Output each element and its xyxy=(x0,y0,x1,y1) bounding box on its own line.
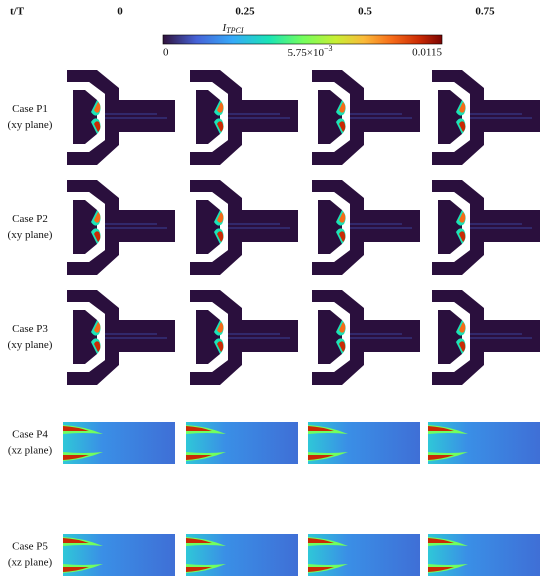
contour-xz xyxy=(63,534,175,576)
contour-xz xyxy=(186,422,298,464)
contour-xy xyxy=(66,289,176,386)
row-label: Case P1 xyxy=(12,103,48,115)
contour-xy xyxy=(189,289,299,386)
contour-xz xyxy=(186,534,298,576)
contour-xy xyxy=(66,69,176,166)
contour-xy xyxy=(311,69,421,166)
row-label: Case P5 xyxy=(12,541,48,553)
contour-xz xyxy=(63,422,175,464)
column-header: 0 xyxy=(117,6,123,18)
contour-xy xyxy=(66,179,176,276)
column-header: 0.5 xyxy=(358,6,372,18)
contour-xy xyxy=(431,179,541,276)
contour-xy xyxy=(311,289,421,386)
row-label: (xy plane) xyxy=(8,119,53,131)
row-label: (xz plane) xyxy=(8,557,53,569)
column-header: 0.25 xyxy=(235,6,255,18)
colorbar-label: 5.75×10−3 xyxy=(288,44,333,59)
contour-xz xyxy=(428,422,540,464)
colorbar-label: 0 xyxy=(163,47,169,59)
row-label: Case P2 xyxy=(12,213,48,225)
row-label: (xy plane) xyxy=(8,339,53,351)
column-header: 0.75 xyxy=(475,6,495,18)
colorbar-label: 0.0115 xyxy=(412,47,442,59)
colorbar xyxy=(162,34,443,45)
header-label: t/T xyxy=(10,6,25,18)
contour-xy xyxy=(311,179,421,276)
contour-xz xyxy=(308,534,420,576)
contour-xy xyxy=(189,69,299,166)
contour-xz xyxy=(308,422,420,464)
contour-xy xyxy=(431,289,541,386)
colorbar-title: ITPCI xyxy=(221,22,243,35)
row-label: (xz plane) xyxy=(8,445,53,457)
contour-xy xyxy=(431,69,541,166)
contour-xz xyxy=(428,534,540,576)
row-label: (xy plane) xyxy=(8,229,53,241)
row-label: Case P3 xyxy=(12,323,48,335)
row-label: Case P4 xyxy=(12,429,48,441)
contour-xy xyxy=(189,179,299,276)
